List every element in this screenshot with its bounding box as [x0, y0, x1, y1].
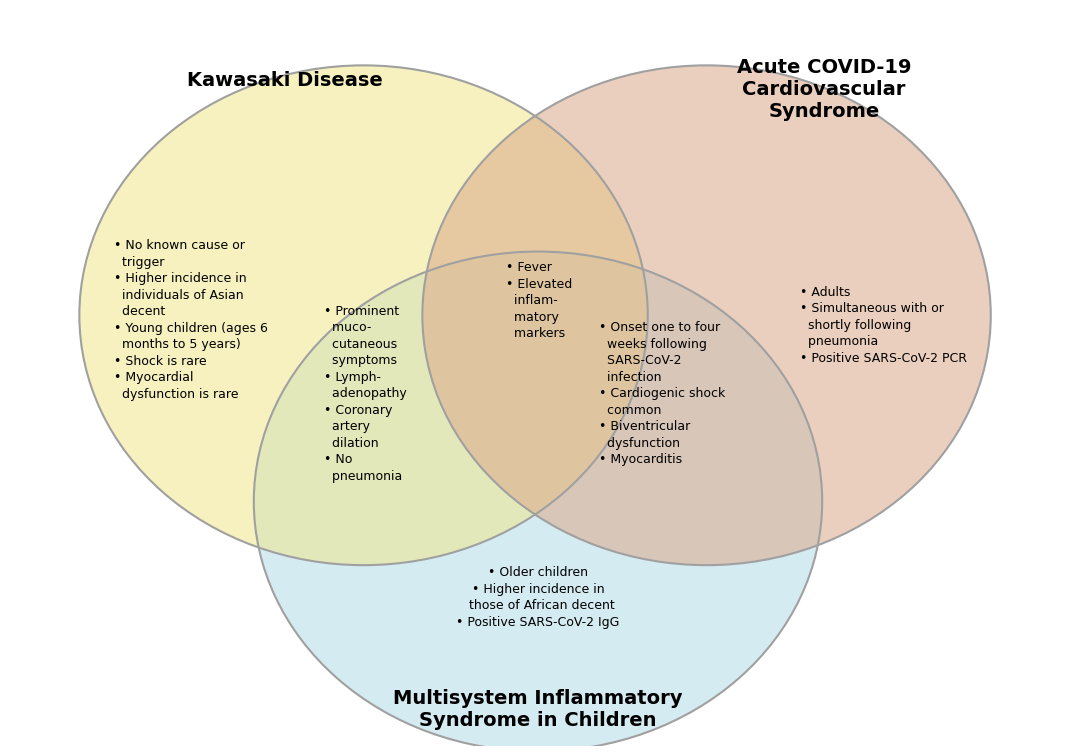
Text: • No known cause or
  trigger
• Higher incidence in
  individuals of Asian
  dec: • No known cause or trigger • Higher inc… — [114, 240, 268, 401]
Text: • Fever
• Elevated
  inflam-
  matory
  markers: • Fever • Elevated inflam- matory marker… — [506, 261, 572, 340]
Ellipse shape — [254, 252, 822, 751]
Text: Multisystem Inflammatory
Syndrome in Children: Multisystem Inflammatory Syndrome in Chi… — [393, 688, 683, 730]
Ellipse shape — [423, 66, 991, 566]
Text: • Prominent
  muco-
  cutaneous
  symptoms
• Lymph-
  adenopathy
• Coronary
  ar: • Prominent muco- cutaneous symptoms • L… — [324, 305, 407, 483]
Ellipse shape — [80, 66, 648, 566]
Text: • Adults
• Simultaneous with or
  shortly following
  pneumonia
• Positive SARS-: • Adults • Simultaneous with or shortly … — [799, 286, 966, 365]
Text: Acute COVID-19
Cardiovascular
Syndrome: Acute COVID-19 Cardiovascular Syndrome — [737, 58, 911, 121]
Text: • Older children
• Higher incidence in
  those of African decent
• Positive SARS: • Older children • Higher incidence in t… — [456, 566, 620, 629]
Text: • Onset one to four
  weeks following
  SARS-CoV-2
  infection
• Cardiogenic sho: • Onset one to four weeks following SARS… — [598, 321, 725, 466]
Text: Kawasaki Disease: Kawasaki Disease — [187, 71, 383, 90]
